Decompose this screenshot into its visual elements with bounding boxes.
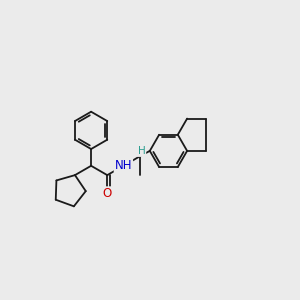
Text: NH: NH [115, 159, 132, 172]
Text: O: O [103, 187, 112, 200]
Text: H: H [138, 146, 146, 156]
